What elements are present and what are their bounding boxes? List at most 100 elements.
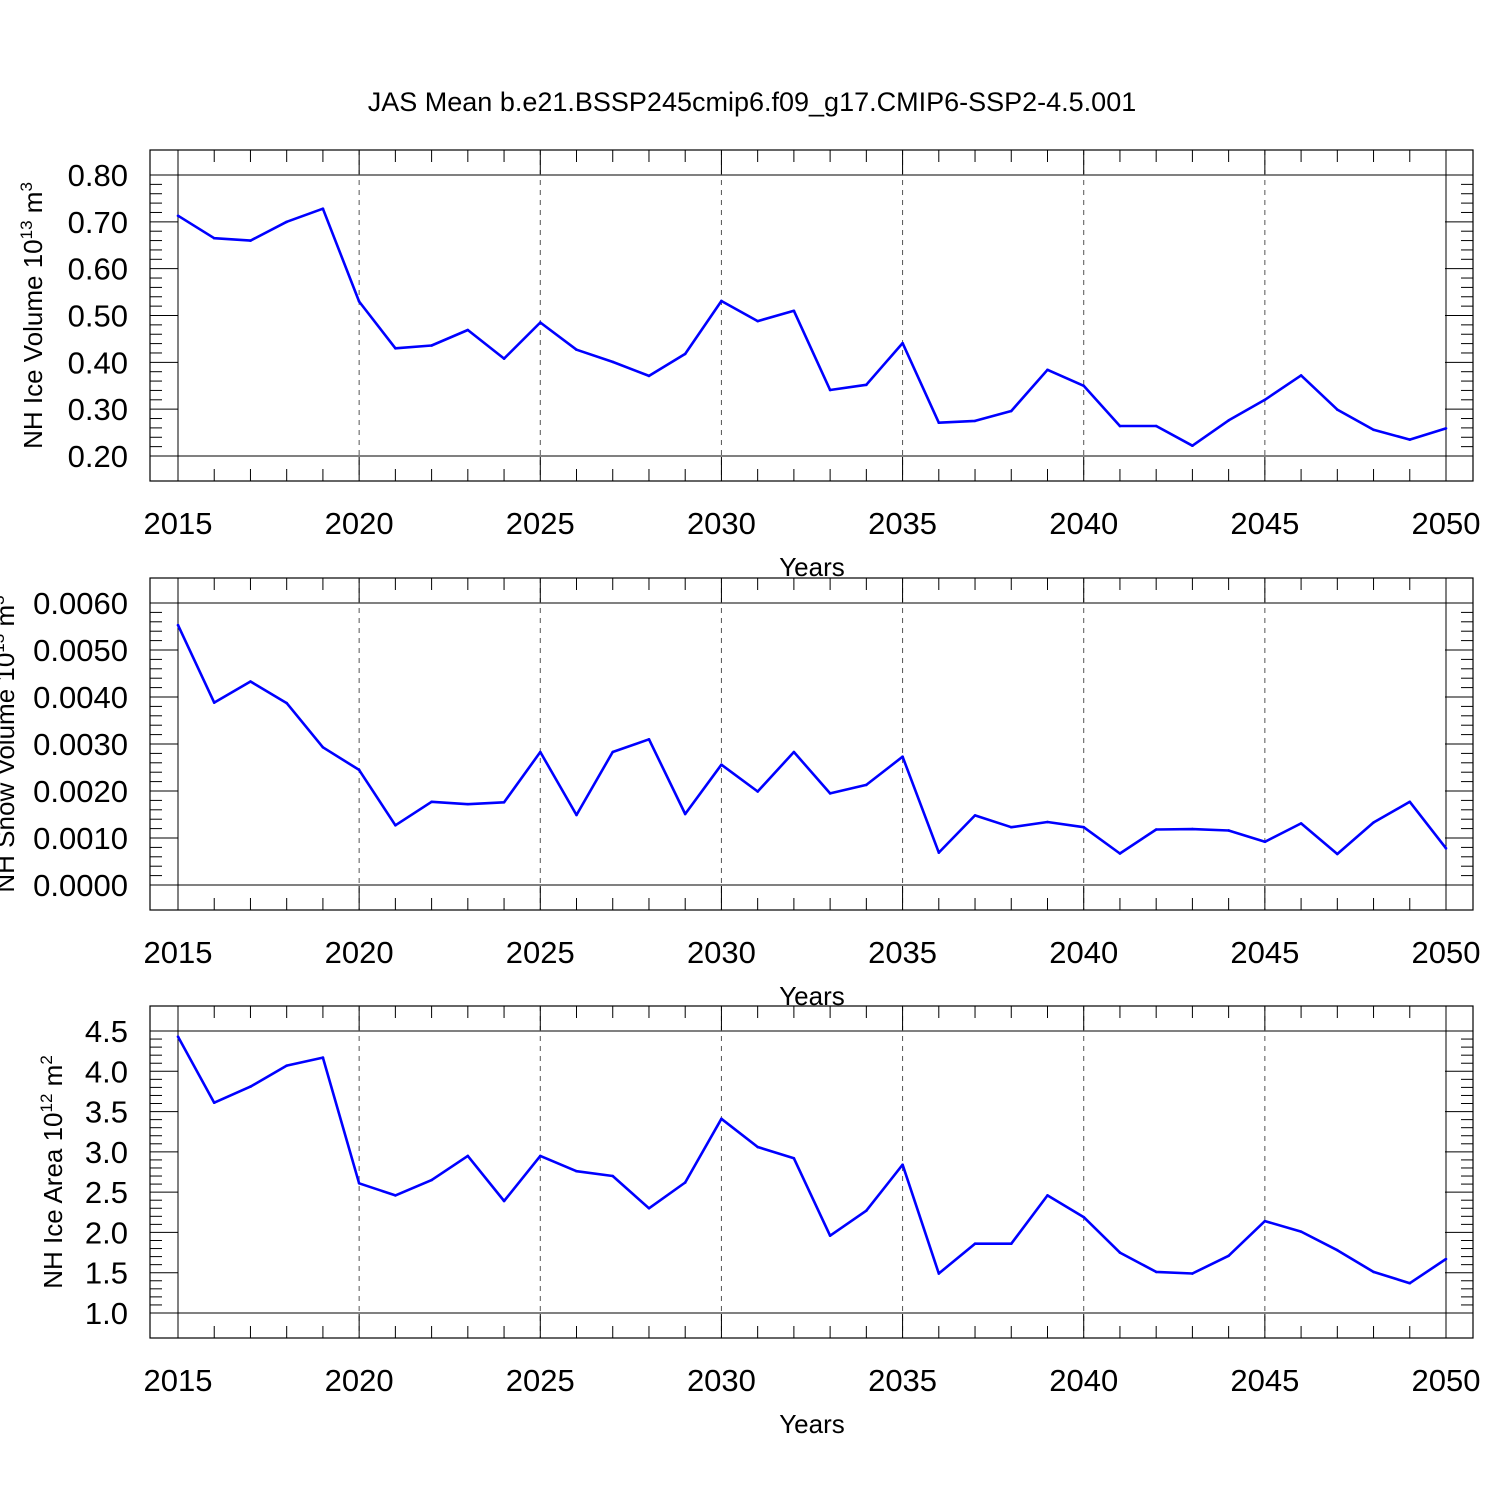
data-point — [430, 800, 433, 804]
data-point — [1372, 428, 1375, 432]
y-tick-label: 0.80 — [68, 158, 128, 193]
data-point — [1299, 374, 1303, 377]
plot-frame — [149, 149, 1474, 482]
series-line — [176, 624, 1448, 856]
data-point — [357, 1181, 361, 1185]
y-tick-label: 0.40 — [68, 345, 128, 380]
data-point — [466, 1154, 470, 1158]
data-point — [1372, 821, 1375, 824]
series-line — [177, 207, 1447, 448]
data-point — [1191, 444, 1194, 447]
data-point — [1046, 820, 1049, 824]
y-tick-label: 2.0 — [85, 1215, 128, 1250]
data-point — [720, 763, 723, 766]
data-point — [502, 800, 506, 804]
data-point — [538, 750, 542, 754]
x-axis-title: Years — [779, 552, 845, 582]
data-point — [1408, 438, 1412, 441]
y-tick-label: 1.0 — [85, 1296, 128, 1331]
data-point — [176, 1035, 180, 1038]
data-point — [901, 341, 904, 345]
x-tick-label: 2030 — [687, 1363, 756, 1398]
data-point — [720, 299, 723, 303]
data-point — [683, 812, 687, 816]
x-tick-label: 2050 — [1412, 935, 1481, 970]
x-axis-title: Years — [779, 1409, 845, 1439]
data-point — [792, 750, 796, 754]
data-point — [357, 300, 361, 303]
data-point — [502, 1199, 506, 1203]
x-tick-label: 2045 — [1230, 506, 1299, 541]
chart-panel-1: 0.20 0.30 0.40 0.50 0.60 0.70 0.80 2015 2020 2025… — [17, 149, 1480, 582]
data-point — [1082, 825, 1086, 829]
data-point — [394, 346, 397, 350]
y-tick-label: 0.0060 — [33, 586, 128, 621]
data-point — [1154, 1270, 1158, 1274]
y-tick-label: 0.0030 — [33, 727, 128, 762]
data-point — [1444, 427, 1448, 430]
data-point — [1009, 409, 1013, 413]
chart-panel-3: 1.0 1.5 2.0 2.5 3.0 3.5 4.0 4.5 2015 2020 2025 2030… — [37, 1005, 1480, 1439]
y-tick-label: 0.30 — [68, 392, 128, 427]
data-point — [394, 824, 397, 827]
data-point — [1263, 840, 1267, 844]
data-point — [1118, 852, 1122, 855]
data-point — [1154, 424, 1158, 428]
x-tick-label: 2020 — [325, 506, 394, 541]
x-tick-label: 2035 — [868, 506, 937, 541]
data-point — [1444, 1257, 1448, 1261]
chart-panel-2: 0.0000 0.0010 0.0020 0.0030 0.0040 0.0050 0.00… — [0, 577, 1481, 1011]
y-tick-label: 0.0050 — [33, 633, 128, 668]
x-tick-label: 2040 — [1049, 1363, 1118, 1398]
data-point — [865, 383, 868, 387]
data-point — [937, 851, 941, 854]
data-point — [285, 701, 288, 705]
y-axis-title: NH Snow Volume 1013 m3 — [0, 595, 20, 892]
data-point — [865, 783, 868, 787]
y-tick-label: 4.5 — [85, 1014, 128, 1049]
data-point — [285, 1064, 288, 1067]
y-axis-title: NH Ice Area 1012 m2 — [37, 1055, 68, 1289]
data-point — [1082, 1215, 1086, 1219]
data-point — [973, 419, 977, 423]
data-point — [1263, 1219, 1267, 1223]
x-tick-label: 2025 — [506, 506, 575, 541]
x-tick-label: 2035 — [868, 935, 937, 970]
data-point — [1009, 825, 1013, 829]
data-point — [792, 1157, 796, 1160]
data-point — [502, 357, 506, 360]
data-point — [575, 1169, 578, 1173]
data-point — [249, 680, 252, 683]
data-point — [212, 236, 216, 240]
y-tick-label: 0.0020 — [33, 774, 128, 809]
data-point — [321, 207, 325, 211]
data-point — [647, 374, 651, 378]
data-point — [1263, 398, 1267, 402]
x-tick-label: 2030 — [687, 935, 756, 970]
data-point — [611, 360, 615, 364]
data-point — [611, 1174, 615, 1178]
x-tick-label: 2015 — [144, 506, 213, 541]
data-point — [212, 701, 216, 704]
data-point — [683, 1181, 687, 1184]
data-point — [1191, 1272, 1194, 1275]
data-point — [973, 814, 977, 817]
x-tick-label: 2020 — [325, 935, 394, 970]
data-point — [357, 768, 361, 772]
data-point — [1227, 1254, 1230, 1258]
plot-frame — [149, 577, 1474, 911]
x-tick-label: 2040 — [1049, 506, 1118, 541]
data-point — [828, 388, 832, 392]
data-point — [176, 214, 180, 218]
data-point — [538, 1154, 542, 1158]
data-point — [1227, 419, 1230, 422]
data-point — [1082, 384, 1086, 388]
y-tick-label: 2.5 — [85, 1175, 128, 1210]
data-point — [1372, 1270, 1375, 1274]
data-point — [1299, 1230, 1303, 1233]
chart-panels: 0.20 0.30 0.40 0.50 0.60 0.70 0.80 2015 2020 2025… — [0, 149, 1481, 1439]
x-tick-label: 2045 — [1230, 1363, 1299, 1398]
data-point — [901, 1163, 904, 1167]
data-point — [828, 792, 832, 795]
y-axis-title: NH Ice Volume 1013 m3 — [17, 182, 48, 449]
